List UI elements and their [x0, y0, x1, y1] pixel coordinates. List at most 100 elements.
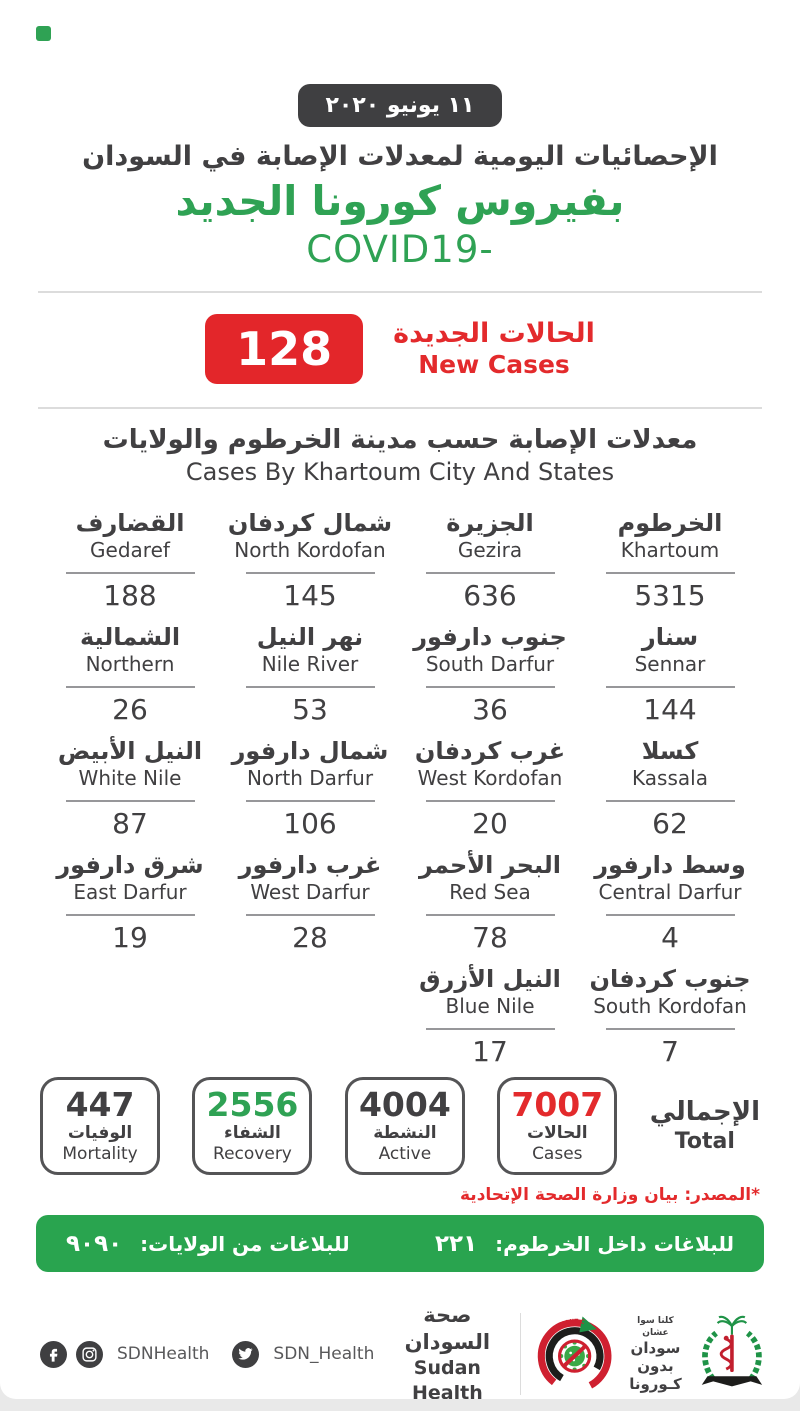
state-cell: شرق دارفور East Darfur 19 — [40, 839, 220, 953]
state-name-arabic: غرب دارفور — [238, 851, 382, 879]
divider-mid — [38, 407, 762, 409]
state-divider — [425, 686, 555, 688]
state-name-english: East Darfur — [73, 880, 187, 904]
state-value: 19 — [112, 921, 148, 954]
state-divider — [65, 800, 195, 802]
state-cell: جنوب دارفور South Darfur 36 — [400, 611, 580, 725]
state-cell: النيل الأبيض White Nile 87 — [40, 725, 220, 839]
hotline-banner: للبلاغات داخل الخرطوم: ٢٢١ للبلاغات من ا… — [36, 1215, 764, 1272]
total-box-value: 7007 — [511, 1085, 604, 1124]
hotline-khartoum-number: ٢٢١ — [435, 1230, 478, 1257]
state-value: 62 — [652, 807, 688, 840]
state-cell: شمال دارفور North Darfur 106 — [220, 725, 400, 839]
state-name-arabic: القضارف — [75, 509, 185, 537]
state-cell: جنوب كردفان South Kordofan 7 — [580, 953, 760, 1067]
totals-label: الإجمالي Total — [650, 1096, 760, 1156]
state-divider — [65, 572, 195, 574]
state-name-english: Gedaref — [90, 538, 170, 562]
state-name-arabic: الخرطوم — [617, 509, 723, 537]
footer: SDNHealth SDN_Health صحة السودان Sudan H… — [40, 1302, 763, 1399]
states-header-english: Cases By Khartoum City And States — [185, 458, 615, 486]
totals-label-english: Total — [674, 1129, 735, 1154]
state-name-english: Central Darfur — [598, 880, 742, 904]
campaign-line: سودان — [630, 1339, 681, 1357]
total-box-label-arabic: الحالات — [527, 1123, 588, 1143]
title-english: COVID19- — [306, 228, 494, 271]
total-box-label-english: Cases — [532, 1144, 583, 1164]
ministry-of-health-logo — [702, 1315, 763, 1387]
total-box-value: 2556 — [206, 1085, 299, 1124]
sudan-without-corona-logo: SUDAN WITHOUT CORONA — [535, 1310, 612, 1393]
state-divider — [245, 572, 375, 574]
state-cell: كسلا Kassala 62 — [580, 725, 760, 839]
state-value: 28 — [292, 921, 328, 954]
state-name-english: Red Sea — [449, 880, 531, 904]
state-cell: البحر الأحمر Red Sea 78 — [400, 839, 580, 953]
instagram-icon[interactable] — [76, 1340, 103, 1368]
state-name-arabic: شرق دارفور — [56, 851, 204, 879]
state-value: 36 — [472, 693, 508, 726]
state-name-english: South Darfur — [425, 652, 555, 676]
state-value: 636 — [463, 579, 517, 612]
state-cell: نهر النيل Nile River 53 — [220, 611, 400, 725]
divider-top — [38, 291, 762, 293]
state-divider — [65, 686, 195, 688]
total-box-label-arabic: الوفيات — [67, 1123, 133, 1143]
state-value: 5315 — [634, 579, 706, 612]
state-name-arabic: وسط دارفور — [594, 851, 746, 879]
states-header-arabic: معدلات الإصابة حسب مدينة الخرطوم والولاي… — [102, 425, 698, 455]
new-cases-section: الحالات الجديدة New Cases 128 — [0, 313, 800, 385]
state-name-english: Kassala — [632, 766, 708, 790]
facebook-instagram-handle[interactable]: SDNHealth — [117, 1344, 210, 1364]
total-box-label-arabic: الشفاء — [224, 1123, 281, 1143]
state-divider — [245, 800, 375, 802]
state-name-english: West Kordofan — [417, 766, 563, 790]
state-divider — [65, 914, 195, 916]
state-value: 4 — [661, 921, 679, 954]
footer-divider — [520, 1313, 522, 1395]
states-grid: الخرطوم Khartoum 5315 الجزيرة Gezira 636… — [40, 497, 760, 1067]
state-name-arabic: كسلا — [641, 737, 699, 765]
state-value: 87 — [112, 807, 148, 840]
state-cell: الخرطوم Khartoum 5315 — [580, 497, 760, 611]
state-name-arabic: شمال كردفان — [227, 509, 393, 537]
state-name-english: North Kordofan — [234, 538, 386, 562]
twitter-handle[interactable]: SDN_Health — [273, 1344, 375, 1364]
state-name-english: Khartoum — [620, 538, 720, 562]
state-divider — [605, 572, 735, 574]
state-name-english: Sennar — [634, 652, 706, 676]
total-box: 2556 الشفاء Recovery — [192, 1077, 313, 1175]
state-cell: القضارف Gedaref 188 — [40, 497, 220, 611]
state-cell: النيل الأزرق Blue Nile 17 — [400, 953, 580, 1067]
total-box: 447 الوفيات Mortality — [40, 1077, 161, 1175]
state-name-arabic: جنوب كردفان — [589, 965, 751, 993]
state-name-arabic: نهر النيل — [256, 623, 364, 651]
twitter-icon[interactable] — [232, 1340, 260, 1368]
facebook-icon[interactable] — [40, 1340, 67, 1368]
state-value: 144 — [643, 693, 697, 726]
state-name-english: West Darfur — [250, 880, 370, 904]
hotline-khartoum-label: للبلاغات داخل الخرطوم: — [495, 1231, 734, 1256]
state-name-arabic: جنوب دارفور — [413, 623, 567, 651]
source-note: *المصدر: بيان وزارة الصحة الإتحادية — [460, 1185, 760, 1205]
totals-section: الإجمالي Total 7007 الحالات Cases 4004 ا… — [40, 1077, 760, 1175]
hotline-khartoum: للبلاغات داخل الخرطوم: ٢٢١ — [435, 1231, 734, 1257]
totals-label-arabic: الإجمالي — [649, 1097, 760, 1127]
state-divider — [245, 914, 375, 916]
state-value: 7 — [661, 1035, 679, 1068]
social-links: SDNHealth SDN_Health — [40, 1340, 388, 1368]
state-divider — [425, 800, 555, 802]
state-divider — [605, 914, 735, 916]
total-box-value: 447 — [65, 1085, 135, 1124]
state-name-arabic: شمال دارفور — [231, 737, 389, 765]
state-name-arabic: البحر الأحمر — [418, 851, 562, 879]
state-name-arabic: النيل الأزرق — [419, 965, 561, 993]
state-name-arabic: سنار — [641, 623, 699, 651]
brand-block: صحة السودان Sudan Health — [388, 1302, 506, 1399]
total-box: 4004 النشطة Active — [344, 1077, 465, 1175]
state-name-english: Northern — [85, 652, 175, 676]
total-box-label-english: Active — [378, 1144, 432, 1164]
state-cell: سنار Sennar 144 — [580, 611, 760, 725]
new-cases-value-box: 128 — [205, 314, 364, 384]
state-name-arabic: الشمالية — [79, 623, 181, 651]
